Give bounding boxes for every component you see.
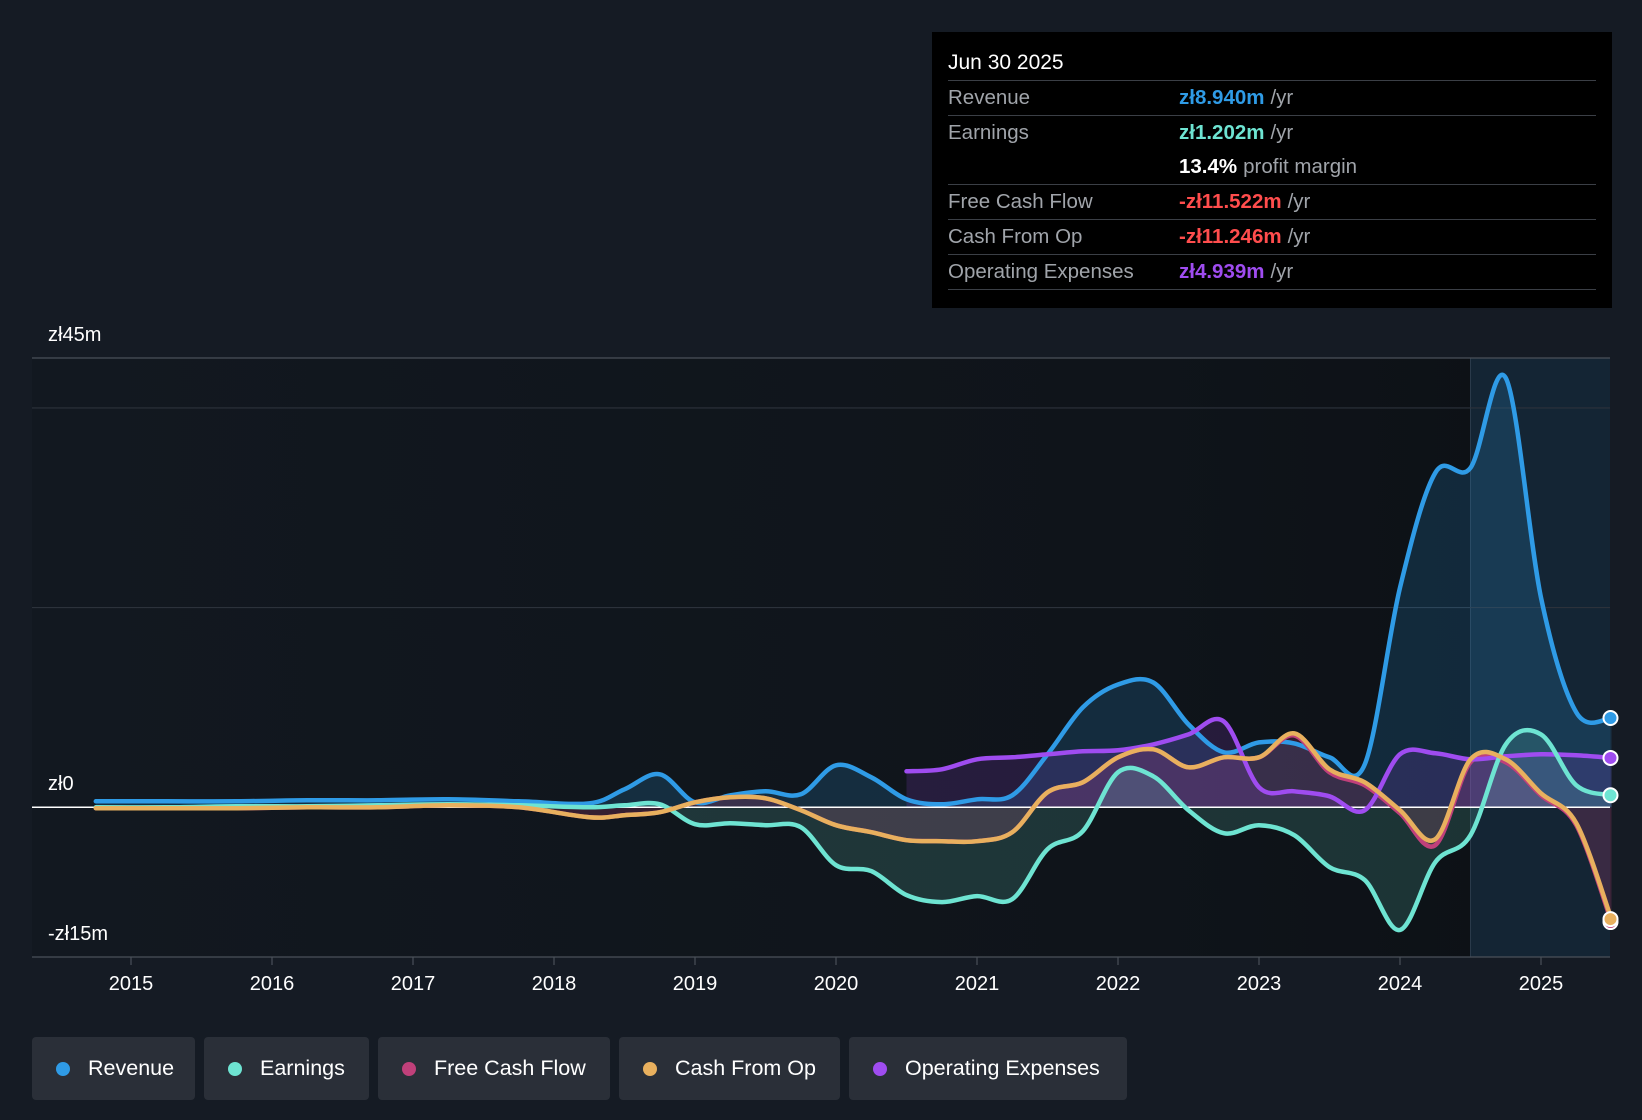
tooltip-cfo-unit: /yr: [1287, 225, 1311, 248]
legend-label: Free Cash Flow: [434, 1056, 586, 1080]
tooltip-revenue-unit: /yr: [1270, 86, 1294, 109]
x-tick-label: 2025: [1519, 973, 1564, 995]
x-tick-label: 2023: [1237, 973, 1282, 995]
legend-item-opex[interactable]: Operating Expenses: [849, 1037, 1127, 1100]
tooltip-row-cfo: Cash From Op -zł11.246m /yr: [948, 220, 1596, 255]
tooltip-opex-value: zł4.939m: [1179, 260, 1265, 283]
legend-dot-icon: [643, 1061, 657, 1076]
tooltip-earnings-label: Earnings: [948, 121, 1029, 144]
end-marker-revenue: [1602, 709, 1619, 726]
tooltip-date: Jun 30 2025: [948, 46, 1596, 81]
line-revenue: [93, 372, 1614, 807]
tooltip-earnings-value: zł1.202m: [1179, 121, 1265, 144]
legend-label: Revenue: [88, 1056, 175, 1080]
tooltip-margin-label: profit margin: [1243, 155, 1358, 178]
legend-label: Earnings: [260, 1056, 345, 1080]
chart-background-layer: [32, 358, 1610, 957]
plot-area: [32, 358, 1610, 957]
legend-item-revenue[interactable]: Revenue: [32, 1037, 195, 1100]
end-marker-opex: [1602, 749, 1619, 766]
x-tick-label: 2024: [1378, 973, 1423, 995]
tooltip-fcf-label: Free Cash Flow: [948, 190, 1093, 213]
area-opex: [906, 718, 1612, 812]
line-cfo: [93, 731, 1614, 922]
tooltip-fcf-value: -zł11.522m: [1179, 190, 1282, 213]
y-tick-label: -zł15m: [48, 923, 108, 945]
series-end-markers: [1602, 709, 1619, 931]
end-marker-cfo: [1602, 911, 1619, 928]
legend-dot-icon: [56, 1061, 70, 1076]
series-lines: [93, 372, 1614, 933]
tooltip-panel: Jun 30 2025 Revenue zł8.940m /yr Earning…: [932, 32, 1612, 308]
legend-item-cfo[interactable]: Cash From Op: [619, 1037, 840, 1100]
y-tick-label: zł0: [48, 773, 74, 795]
axis-labels: zł45m zł0 -zł15m 2015 2016 2017 2018 2019 2020 20…: [48, 324, 1563, 995]
x-tick-label: 2021: [955, 973, 1000, 995]
tooltip-revenue-label: Revenue: [948, 86, 1031, 109]
tooltip-revenue-value: zł8.940m: [1179, 86, 1265, 109]
end-marker-earnings: [1602, 787, 1619, 804]
x-tick-label: 2015: [109, 973, 154, 995]
x-tick-label: 2017: [391, 973, 436, 995]
gridlines: [32, 357, 1610, 958]
tooltip-cfo-value: -zł11.246m: [1179, 225, 1282, 248]
legend-dot-icon: [873, 1061, 887, 1076]
tooltip-row-margin: 13.4% profit margin: [948, 150, 1596, 185]
x-tick-label: 2018: [532, 973, 577, 995]
legend-dot-icon: [228, 1061, 242, 1076]
legend-dot-icon: [402, 1061, 416, 1076]
x-tick-label: 2020: [814, 973, 859, 995]
legend-item-fcf[interactable]: Free Cash Flow: [378, 1037, 610, 1100]
tooltip-earnings-unit: /yr: [1270, 121, 1294, 144]
y-tick-label: zł45m: [48, 324, 101, 346]
tooltip-row-revenue: Revenue zł8.940m /yr: [948, 81, 1596, 116]
tooltip-row-opex: Operating Expenses zł4.939m /yr: [948, 255, 1596, 290]
tooltip-row-earnings: Earnings zł1.202m /yr: [948, 116, 1596, 150]
x-tick-label: 2016: [250, 973, 295, 995]
line-opex: [904, 716, 1614, 814]
legend-label: Operating Expenses: [905, 1056, 1100, 1080]
tooltip-row-fcf: Free Cash Flow -zł11.522m /yr: [948, 185, 1596, 220]
x-tick-label: 2022: [1096, 973, 1141, 995]
forecast-shade: [1470, 358, 1610, 957]
legend-label: Cash From Op: [675, 1056, 816, 1080]
tooltip-cfo-label: Cash From Op: [948, 225, 1083, 248]
tooltip-opex-label: Operating Expenses: [948, 260, 1134, 283]
x-tick-label: 2019: [673, 973, 718, 995]
area-revenue: [95, 374, 1612, 808]
tooltip-fcf-unit: /yr: [1287, 190, 1311, 213]
tooltip-margin-value: 13.4%: [1179, 155, 1238, 178]
tooltip-opex-unit: /yr: [1270, 260, 1294, 283]
legend-item-earnings[interactable]: Earnings: [204, 1037, 369, 1100]
